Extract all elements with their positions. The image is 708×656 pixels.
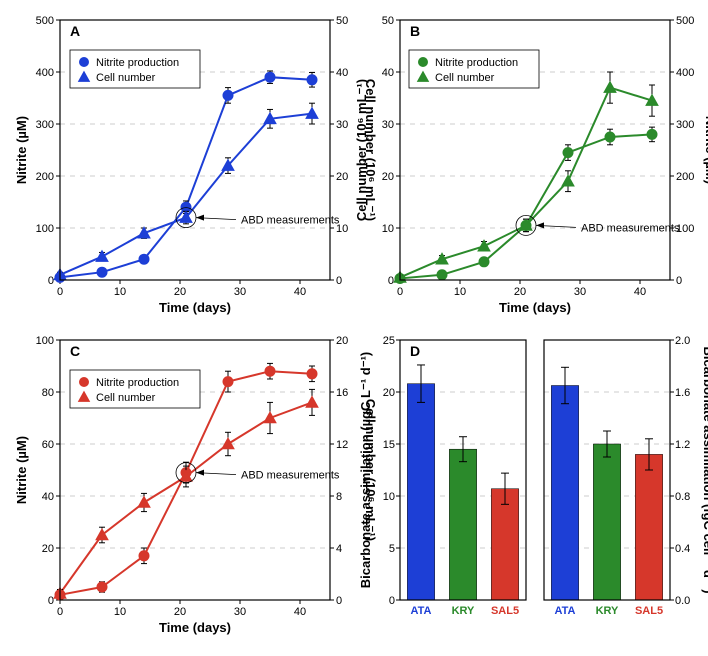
svg-text:30: 30 <box>336 119 348 131</box>
bar-label: KRY <box>596 605 619 617</box>
y-axis-left-label: Cell number (10⁶ mL⁻¹) <box>354 79 369 221</box>
abd-annotation: ABD measurements <box>581 222 680 234</box>
x-axis-label: Time (days) <box>499 300 571 315</box>
svg-text:20: 20 <box>382 171 394 183</box>
y-axis-left-label: Nitrite (µM) <box>14 436 29 504</box>
bar-sal5 <box>491 489 518 600</box>
svg-text:0.8: 0.8 <box>675 491 690 503</box>
svg-text:50: 50 <box>336 15 348 27</box>
svg-text:200: 200 <box>36 171 54 183</box>
legend-item: Cell number <box>96 72 156 84</box>
bar-kry <box>593 444 620 600</box>
legend-item: Cell number <box>435 72 495 84</box>
legend-item: Nitrite production <box>96 57 179 69</box>
svg-text:10: 10 <box>383 491 395 503</box>
svg-text:50: 50 <box>382 15 394 27</box>
y-axis-label-d-right: Bicarbonate assimilation (fgC cell⁻¹ d⁻¹… <box>701 346 708 593</box>
svg-text:500: 500 <box>36 15 54 27</box>
abd-annotation: ABD measurements <box>241 215 340 227</box>
svg-text:4: 4 <box>336 543 342 555</box>
bar-label: ATA <box>555 605 576 617</box>
svg-text:400: 400 <box>676 67 694 79</box>
x-axis-label: Time (days) <box>159 300 231 315</box>
svg-text:20: 20 <box>174 606 186 618</box>
legend-item: Nitrite production <box>435 57 518 69</box>
svg-text:20: 20 <box>174 286 186 298</box>
legend-item: Cell number <box>96 392 156 404</box>
svg-text:1.6: 1.6 <box>675 387 690 399</box>
bar-ata <box>407 384 434 600</box>
svg-text:40: 40 <box>634 286 646 298</box>
x-axis-label: Time (days) <box>159 620 231 635</box>
bar-kry <box>449 449 476 600</box>
svg-text:12: 12 <box>336 439 348 451</box>
svg-text:40: 40 <box>294 286 306 298</box>
svg-text:15: 15 <box>383 439 395 451</box>
svg-text:2.0: 2.0 <box>675 335 690 347</box>
svg-text:10: 10 <box>114 606 126 618</box>
svg-text:10: 10 <box>454 286 466 298</box>
svg-text:0: 0 <box>389 595 395 607</box>
svg-text:100: 100 <box>36 335 54 347</box>
svg-text:40: 40 <box>42 491 54 503</box>
svg-text:20: 20 <box>336 335 348 347</box>
svg-text:0: 0 <box>57 286 63 298</box>
bar-sal5 <box>635 454 662 600</box>
abd-annotation: ABD measurements <box>241 470 340 482</box>
bar-label: SAL5 <box>491 605 519 617</box>
svg-text:40: 40 <box>294 606 306 618</box>
svg-text:20: 20 <box>514 286 526 298</box>
svg-text:40: 40 <box>382 67 394 79</box>
svg-text:0.4: 0.4 <box>675 543 690 555</box>
panel-letter: D <box>410 343 420 359</box>
y-axis-label-d-left: Bicarbonate assimilation (µgC L⁻¹ d⁻¹) <box>358 352 373 588</box>
bar-label: KRY <box>452 605 475 617</box>
y-axis-left-label: Nitrite (µM) <box>14 116 29 184</box>
svg-text:400: 400 <box>36 67 54 79</box>
svg-text:30: 30 <box>382 119 394 131</box>
svg-text:300: 300 <box>676 119 694 131</box>
panel-letter: C <box>70 343 80 359</box>
svg-text:0: 0 <box>388 275 394 287</box>
svg-text:10: 10 <box>382 223 394 235</box>
bar-label: SAL5 <box>635 605 663 617</box>
svg-text:0: 0 <box>48 595 54 607</box>
svg-text:20: 20 <box>336 171 348 183</box>
svg-text:30: 30 <box>234 606 246 618</box>
svg-text:0: 0 <box>57 606 63 618</box>
svg-text:25: 25 <box>383 335 395 347</box>
svg-text:8: 8 <box>336 491 342 503</box>
figure-root: { "dimensions": { "width": 708, "height"… <box>0 0 708 656</box>
svg-text:1.2: 1.2 <box>675 439 690 451</box>
svg-text:0: 0 <box>336 595 342 607</box>
figure-svg: 010020030040050001020304050010203040ABD … <box>0 0 708 656</box>
svg-text:30: 30 <box>574 286 586 298</box>
svg-text:60: 60 <box>42 439 54 451</box>
svg-text:500: 500 <box>676 15 694 27</box>
legend-item: Nitrite production <box>96 377 179 389</box>
panel-letter: B <box>410 23 420 39</box>
svg-text:0.0: 0.0 <box>675 595 690 607</box>
svg-text:16: 16 <box>336 387 348 399</box>
svg-text:0: 0 <box>48 275 54 287</box>
svg-text:0: 0 <box>397 286 403 298</box>
y-axis-right-label: Nitrite (µM) <box>703 116 708 184</box>
svg-text:20: 20 <box>42 543 54 555</box>
bar-label: ATA <box>411 605 432 617</box>
panel-letter: A <box>70 23 80 39</box>
svg-text:100: 100 <box>36 223 54 235</box>
svg-text:0: 0 <box>676 275 682 287</box>
svg-text:80: 80 <box>42 387 54 399</box>
svg-text:40: 40 <box>336 67 348 79</box>
svg-text:300: 300 <box>36 119 54 131</box>
svg-text:0: 0 <box>336 275 342 287</box>
svg-text:30: 30 <box>234 286 246 298</box>
svg-text:10: 10 <box>114 286 126 298</box>
svg-text:20: 20 <box>383 387 395 399</box>
svg-text:5: 5 <box>389 543 395 555</box>
svg-text:200: 200 <box>676 171 694 183</box>
bar-ata <box>551 386 578 601</box>
